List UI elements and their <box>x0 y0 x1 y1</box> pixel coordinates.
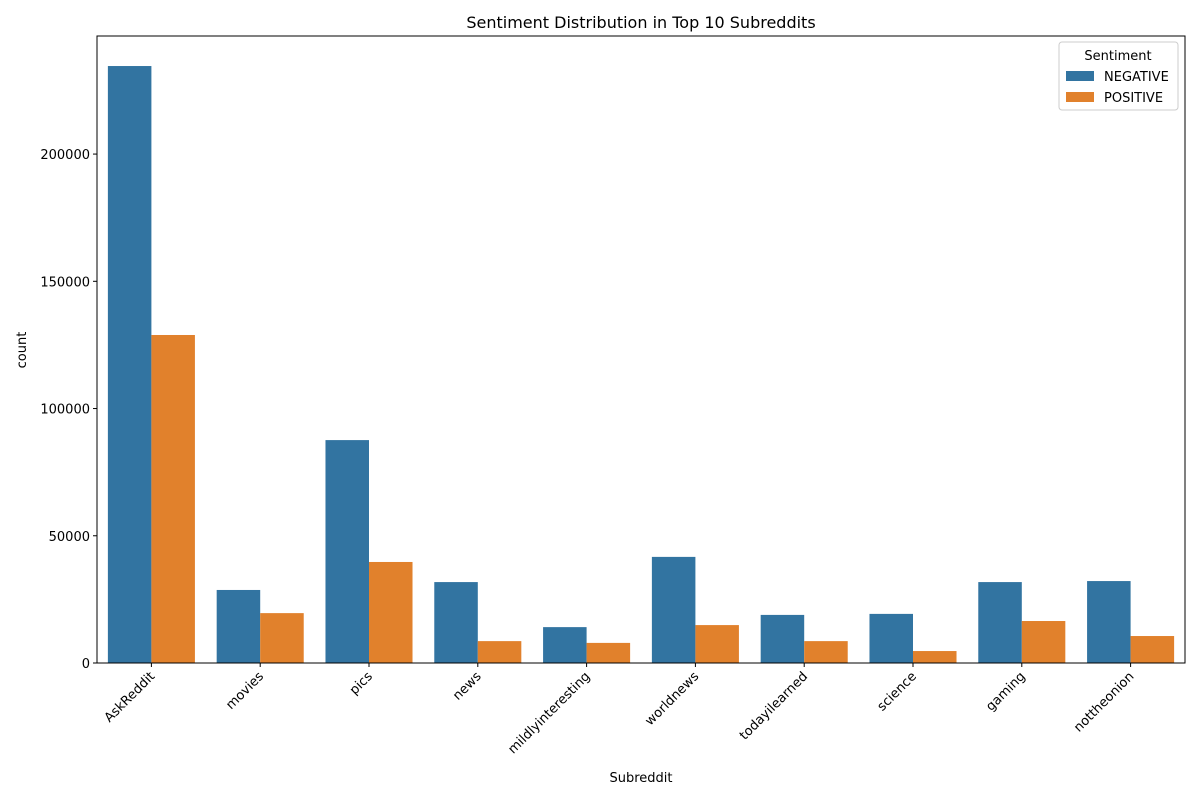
x-tick-label: todayilearned <box>737 669 811 743</box>
bar-negative-todayilearned <box>760 614 805 663</box>
y-tick-label: 200000 <box>40 148 90 163</box>
bar-negative-movies <box>216 589 261 663</box>
bar-positive-AskReddit <box>151 334 195 663</box>
legend-swatch-negative <box>1066 71 1094 81</box>
chart-title: Sentiment Distribution in Top 10 Subredd… <box>466 13 815 32</box>
legend-label-negative: NEGATIVE <box>1104 70 1169 85</box>
bar-negative-pics <box>325 440 369 663</box>
x-tick-label: gaming <box>983 669 1028 714</box>
bar-negative-worldnews <box>651 556 696 663</box>
x-tick-label: nottheonion <box>1071 669 1137 735</box>
x-tick-label: worldnews <box>643 669 703 729</box>
y-axis-label: count <box>15 332 30 369</box>
bar-negative-AskReddit <box>107 66 152 663</box>
plot-frame <box>96 35 1186 664</box>
x-tick-label: news <box>450 669 485 704</box>
x-tick-label: AskReddit <box>102 669 158 725</box>
bar-positive-movies <box>260 613 304 663</box>
bar-positive-mildlyinteresting <box>586 642 631 663</box>
legend-title: Sentiment <box>1084 49 1151 64</box>
legend: Sentiment NEGATIVE POSITIVE <box>1058 41 1179 111</box>
bar-positive-todayilearned <box>804 641 848 663</box>
bar-negative-nottheonion <box>1087 581 1131 663</box>
legend-swatch-positive <box>1066 92 1094 102</box>
y-tick-label: 0 <box>82 657 90 672</box>
x-tick-label: mildlyinteresting <box>505 669 593 757</box>
y-tick-label: 100000 <box>40 403 90 418</box>
bar-positive-gaming <box>1021 621 1066 663</box>
bar-positive-pics <box>369 561 413 663</box>
bar-positive-science <box>913 651 957 663</box>
bar-positive-news <box>477 641 522 663</box>
x-tick-label: science <box>875 669 920 714</box>
bar-negative-science <box>869 613 913 663</box>
bar-negative-news <box>434 582 478 663</box>
bar-positive-worldnews <box>695 625 739 663</box>
x-axis-label: Subreddit <box>609 771 672 786</box>
bar-negative-gaming <box>978 582 1022 663</box>
legend-label-positive: POSITIVE <box>1104 91 1163 106</box>
bar-negative-mildlyinteresting <box>543 627 587 663</box>
bar-positive-nottheonion <box>1130 636 1175 663</box>
x-tick-label: pics <box>347 669 376 698</box>
x-tick-label: movies <box>223 669 267 713</box>
y-tick-label: 50000 <box>49 530 90 545</box>
y-tick-label: 150000 <box>40 275 90 290</box>
